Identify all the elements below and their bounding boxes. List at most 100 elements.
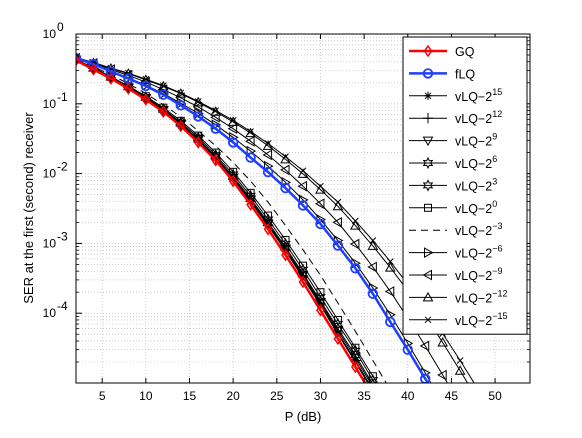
- marker-circle: [227, 137, 239, 148]
- marker-triangle-left: [192, 101, 203, 113]
- marker-triangle-left: [349, 238, 360, 250]
- marker-triangle-left: [140, 76, 150, 88]
- marker-triangle-up: [245, 127, 256, 138]
- marker-triangle-up: [367, 240, 379, 250]
- legend-label: vLQ−2−3: [455, 221, 502, 238]
- marker-circle: [422, 68, 434, 79]
- marker-triangle-left: [419, 340, 430, 352]
- marker-diamond: [316, 304, 325, 317]
- marker-triangle-up: [175, 88, 187, 98]
- marker-diamond: [158, 105, 168, 119]
- legend-label: vLQ−29: [455, 132, 497, 149]
- marker-diamond: [281, 248, 290, 262]
- x-tick-label: 45: [445, 389, 459, 403]
- marker-triangle-up: [350, 220, 361, 230]
- marker-triangle-up: [280, 153, 291, 164]
- marker-circle: [350, 263, 361, 274]
- marker-x: [424, 316, 432, 324]
- x-tick-label: 35: [357, 389, 371, 403]
- marker-star: [194, 136, 203, 145]
- marker-circle: [140, 80, 152, 92]
- marker-triangle-up: [315, 184, 326, 194]
- legend-label: vLQ−2−15: [455, 311, 507, 328]
- marker-circle: [210, 123, 221, 134]
- marker-circle: [175, 100, 186, 111]
- marker-circle: [367, 288, 379, 299]
- marker-circle: [245, 152, 256, 163]
- y-tick-exponent: -2: [57, 160, 68, 174]
- legend-entry: vLQ−26: [409, 154, 497, 171]
- legend-entry: GQ: [409, 44, 475, 59]
- legend-label: vLQ−23: [455, 176, 497, 193]
- series-GQ: [76, 53, 367, 383]
- marker-triangle-up: [262, 140, 274, 150]
- marker-diamond: [263, 222, 273, 236]
- marker-diamond: [333, 332, 343, 346]
- x-tick-label: 20: [226, 389, 240, 403]
- marker-x: [456, 357, 464, 364]
- y-tick-exponent: -4: [57, 299, 68, 313]
- marker-star: [263, 221, 273, 230]
- marker-star: [228, 174, 238, 184]
- legend-label: vLQ−26: [455, 154, 497, 171]
- legend-label: vLQ−2−6: [455, 244, 502, 261]
- legend-entry: fLQ: [409, 67, 475, 81]
- marker-star: [211, 154, 220, 163]
- marker-diamond: [228, 174, 238, 188]
- marker-triangle-left: [367, 261, 377, 273]
- y-tick-label: 10: [43, 236, 57, 250]
- x-tick-label: 50: [488, 389, 502, 403]
- y-axis-label: SER at the first (second) receiver: [21, 112, 36, 304]
- marker-circle: [297, 200, 309, 211]
- legend-entry: vLQ−2−9: [409, 266, 502, 283]
- marker-triangle-up: [332, 200, 344, 211]
- marker-triangle-right: [424, 247, 434, 258]
- legend-label: fLQ: [455, 67, 475, 81]
- marker-hexagram-open: [422, 179, 434, 192]
- x-tick-label: 25: [270, 389, 284, 403]
- marker-diamond: [298, 275, 308, 289]
- marker-plus: [422, 113, 434, 124]
- y-tick-label: 10: [43, 306, 57, 320]
- marker-diamond: [76, 53, 81, 67]
- marker-diamond: [123, 82, 133, 95]
- marker-hexagram: [422, 156, 434, 170]
- marker-circle: [332, 240, 344, 251]
- marker-triangle-left: [332, 217, 342, 228]
- marker-triangle-up: [227, 116, 239, 126]
- marker-diamond: [141, 93, 151, 106]
- marker-circle: [193, 111, 204, 122]
- marker-triangle-up: [140, 74, 152, 84]
- legend-label: GQ: [455, 45, 475, 59]
- marker-triangle-left: [297, 180, 307, 192]
- marker-triangle-down: [422, 136, 434, 147]
- marker-circle: [402, 344, 413, 355]
- y-tick-label: 10: [43, 27, 57, 41]
- marker-diamond: [246, 198, 256, 211]
- marker-triangle-up: [437, 337, 449, 347]
- marker-diamond: [193, 136, 203, 149]
- legend-label: vLQ−2−9: [455, 266, 502, 283]
- marker-x: [386, 258, 394, 265]
- legend-entry: vLQ−23: [409, 176, 497, 193]
- legend-entry: vLQ−2−3: [409, 221, 502, 238]
- legend: GQ fLQ vLQ−215 vLQ−212 vLQ−29 vLQ−26 vLQ−23 vLQ…: [402, 36, 528, 335]
- legend-label: vLQ−212: [455, 109, 502, 126]
- y-tick-label: 10: [43, 97, 57, 111]
- marker-triangle-up: [297, 168, 309, 178]
- marker-diamond: [211, 154, 221, 167]
- marker-circle: [262, 166, 274, 178]
- marker-triangle-left: [384, 286, 395, 297]
- marker-triangle-left: [210, 111, 220, 123]
- marker-square: [424, 203, 432, 212]
- marker-x: [229, 116, 237, 124]
- marker-triangle-left: [422, 269, 432, 281]
- legend-label: vLQ−215: [455, 87, 502, 104]
- legend-label: vLQ−2−12: [455, 288, 507, 305]
- marker-triangle-left: [245, 135, 255, 147]
- series-fLQ: [76, 53, 431, 383]
- marker-circle: [385, 316, 396, 328]
- plot-frame: [75, 33, 531, 384]
- marker-circle: [315, 218, 326, 230]
